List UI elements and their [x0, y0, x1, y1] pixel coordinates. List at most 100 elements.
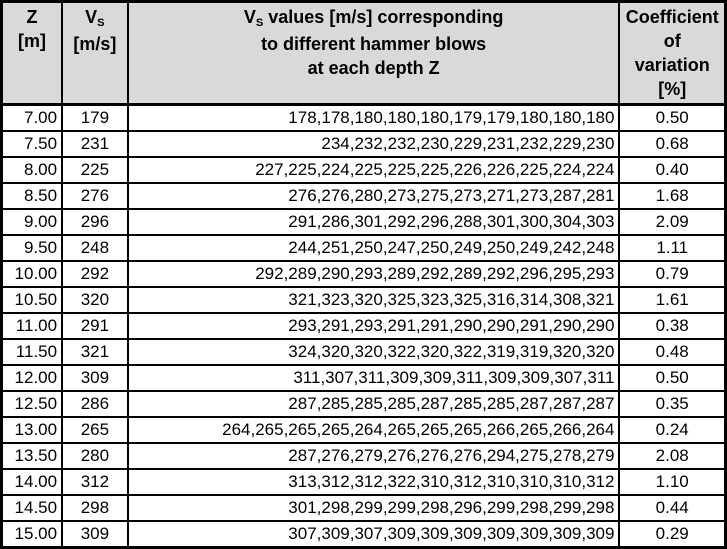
cell-vs-mean: 231 — [61, 130, 129, 158]
table-row: 10.00 292 292,289,290,293,289,292,289,29… — [0, 260, 727, 288]
cell-cov: 2.08 — [618, 442, 727, 470]
header-cov-line3: variation — [634, 55, 710, 75]
table-row: 13.00 265 264,265,265,265,264,265,265,26… — [0, 416, 727, 444]
cell-vs-mean: 296 — [61, 208, 129, 236]
cell-vs-mean: 312 — [61, 468, 129, 496]
cell-depth: 7.50 — [0, 130, 64, 158]
cell-vs-values: 234,232,232,230,229,231,232,229,230 — [126, 130, 621, 158]
header-cov-line1: Coefficient — [625, 7, 719, 27]
header-values-line3: at each depth Z — [307, 58, 440, 78]
cell-vs-mean: 292 — [61, 260, 129, 288]
header-depth: Z [m] — [0, 0, 64, 106]
table-header: Z [m] VS [m/s] VS values [m/s] correspon… — [0, 0, 727, 106]
header-depth-symbol: Z — [26, 7, 38, 27]
cell-depth: 11.00 — [0, 312, 64, 340]
cell-vs-values: 227,225,224,225,225,225,226,226,225,224,… — [126, 156, 621, 184]
table-row: 13.50 280 287,276,279,276,276,276,294,27… — [0, 442, 727, 470]
cell-vs-mean: 265 — [61, 416, 129, 444]
table-row: 14.00 312 313,312,312,322,310,312,310,31… — [0, 468, 727, 496]
cell-depth: 8.00 — [0, 156, 64, 184]
cell-vs-mean: 309 — [61, 520, 129, 549]
cell-cov: 0.50 — [618, 364, 727, 392]
table-row: 10.50 320 321,323,320,325,323,325,316,31… — [0, 286, 727, 314]
cell-vs-values: 244,251,250,247,250,249,250,249,242,248 — [126, 234, 621, 262]
cell-depth: 13.00 — [0, 416, 64, 444]
table-row: 9.00 296 291,286,301,292,296,288,301,300… — [0, 208, 727, 236]
cell-vs-values: 291,286,301,292,296,288,301,300,304,303 — [126, 208, 621, 236]
header-vs-symbol: VS — [64, 5, 126, 32]
table-body: 7.00 179 178,178,180,180,180,179,179,180… — [0, 103, 727, 549]
cell-depth: 15.00 — [0, 520, 64, 549]
header-depth-unit: [m] — [18, 31, 47, 51]
cell-depth: 12.50 — [0, 390, 64, 418]
table-row: 12.00 309 311,307,311,309,309,311,309,30… — [0, 364, 727, 392]
table-row: 8.00 225 227,225,224,225,225,225,226,226… — [0, 156, 727, 184]
cell-vs-mean: 321 — [61, 338, 129, 366]
cell-depth: 12.00 — [0, 364, 64, 392]
cell-vs-mean: 280 — [61, 442, 129, 470]
cell-cov: 0.79 — [618, 260, 727, 288]
cell-vs-mean: 248 — [61, 234, 129, 262]
cell-vs-mean: 320 — [61, 286, 129, 314]
cell-depth: 10.50 — [0, 286, 64, 314]
cell-vs-values: 293,291,293,291,291,290,290,291,290,290 — [126, 312, 621, 340]
cell-vs-mean: 225 — [61, 156, 129, 184]
cell-cov: 0.44 — [618, 494, 727, 522]
cell-vs-mean: 286 — [61, 390, 129, 418]
header-cov: Coefficient of variation [%] — [618, 0, 727, 106]
cell-cov: 0.35 — [618, 390, 727, 418]
cell-vs-mean: 291 — [61, 312, 129, 340]
header-row: Z [m] VS [m/s] VS values [m/s] correspon… — [0, 0, 727, 106]
cell-cov: 1.68 — [618, 182, 727, 210]
cell-vs-mean: 309 — [61, 364, 129, 392]
cell-cov: 0.29 — [618, 520, 727, 549]
header-values: VS values [m/s] corresponding to differe… — [126, 0, 621, 106]
header-cov-line4: [%] — [658, 79, 687, 99]
cell-vs-values: 307,309,307,309,309,309,309,309,309,309 — [126, 520, 621, 549]
cell-depth: 7.00 — [0, 103, 64, 132]
header-vs: VS [m/s] — [61, 0, 129, 106]
cell-depth: 10.00 — [0, 260, 64, 288]
cell-cov: 2.09 — [618, 208, 727, 236]
cell-vs-mean: 298 — [61, 494, 129, 522]
table-row: 14.50 298 301,298,299,299,298,296,299,29… — [0, 494, 727, 522]
cell-cov: 0.38 — [618, 312, 727, 340]
cell-depth: 11.50 — [0, 338, 64, 366]
cell-vs-values: 292,289,290,293,289,292,289,292,296,295,… — [126, 260, 621, 288]
header-values-line1: VS values [m/s] corresponding — [130, 5, 618, 32]
cell-vs-mean: 179 — [61, 103, 129, 132]
header-values-line2: to different hammer blows — [261, 34, 487, 54]
cell-depth: 9.00 — [0, 208, 64, 236]
cell-vs-values: 276,276,280,273,275,273,271,273,287,281 — [126, 182, 621, 210]
cell-depth: 9.50 — [0, 234, 64, 262]
cell-cov: 1.61 — [618, 286, 727, 314]
vs-subscript: S — [97, 16, 105, 29]
cell-depth: 8.50 — [0, 182, 64, 210]
table-row: 11.00 291 293,291,293,291,291,290,290,29… — [0, 312, 727, 340]
cell-cov: 0.68 — [618, 130, 727, 158]
cell-vs-values: 324,320,320,322,320,322,319,319,320,320 — [126, 338, 621, 366]
vs-letter: V — [85, 7, 98, 27]
cell-depth: 13.50 — [0, 442, 64, 470]
header-vs-unit: [m/s] — [73, 34, 117, 54]
cell-vs-values: 264,265,265,265,264,265,265,265,266,265,… — [126, 416, 621, 444]
cell-vs-values: 287,276,279,276,276,276,294,275,278,279 — [126, 442, 621, 470]
cell-cov: 0.50 — [618, 103, 727, 132]
cell-vs-values: 287,285,285,285,287,285,285,287,287,287 — [126, 390, 621, 418]
cell-depth: 14.00 — [0, 468, 64, 496]
cell-vs-values: 313,312,312,322,310,312,310,310,310,312 — [126, 468, 621, 496]
cell-cov: 0.24 — [618, 416, 727, 444]
table-row: 9.50 248 244,251,250,247,250,249,250,249… — [0, 234, 727, 262]
cell-cov: 0.48 — [618, 338, 727, 366]
table-row: 15.00 309 307,309,307,309,309,309,309,30… — [0, 520, 727, 549]
cell-vs-values: 311,307,311,309,309,311,309,309,307,311 — [126, 364, 621, 392]
table-row: 8.50 276 276,276,280,273,275,273,271,273… — [0, 182, 727, 210]
cell-vs-values: 178,178,180,180,180,179,179,180,180,180 — [126, 103, 621, 132]
table-row: 7.00 179 178,178,180,180,180,179,179,180… — [0, 103, 727, 132]
table-row: 7.50 231 234,232,232,230,229,231,232,229… — [0, 130, 727, 158]
cell-cov: 1.10 — [618, 468, 727, 496]
table-row: 12.50 286 287,285,285,285,287,285,285,28… — [0, 390, 727, 418]
header-cov-line2: of — [663, 31, 681, 51]
table-row: 11.50 321 324,320,320,322,320,322,319,31… — [0, 338, 727, 366]
